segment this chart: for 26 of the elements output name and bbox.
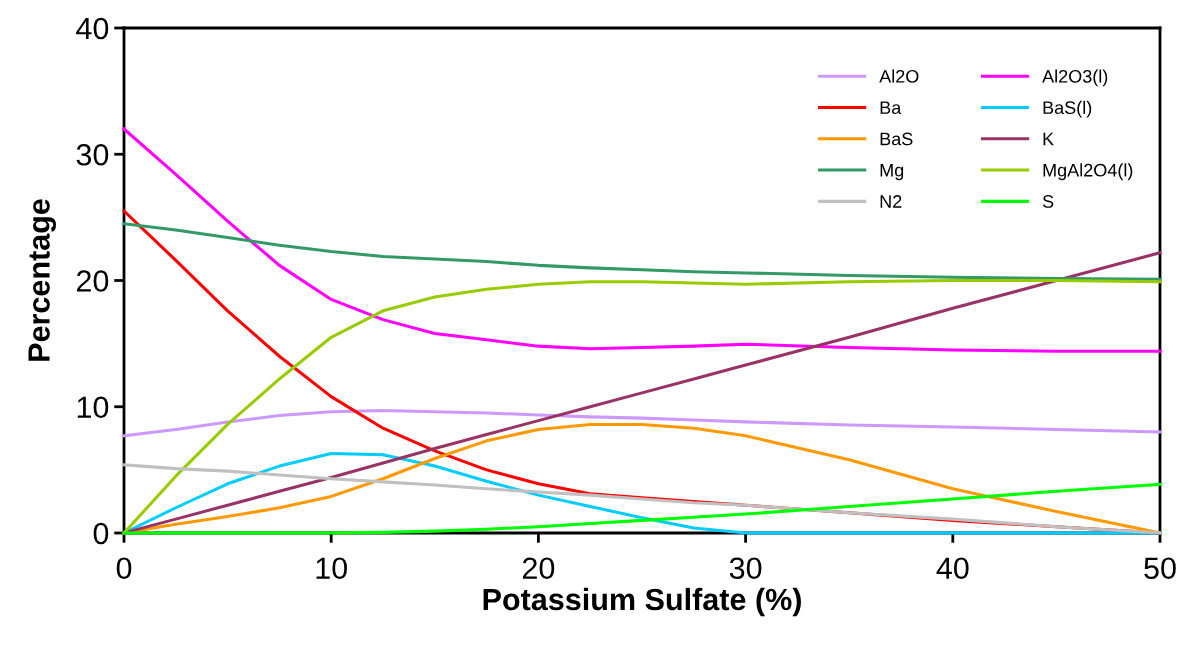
x-tick-label: 40: [936, 557, 969, 580]
line-series: [122, 127, 1162, 353]
y-tick-label: 40: [76, 17, 109, 40]
legend-label: Al2O3(l): [1042, 69, 1108, 87]
y-tick-label: 20: [76, 270, 109, 292]
legend-label: Mg: [880, 163, 904, 181]
legend-label: Ba: [880, 101, 902, 115]
legend-label: Al2O: [879, 69, 919, 83]
y-tick-label: 0: [93, 522, 109, 545]
y-tick-label: 30: [76, 143, 109, 166]
legend-label: MgAl2O4(l): [1043, 163, 1133, 181]
line-series: [122, 222, 1162, 281]
legend-label: BaS: [880, 132, 913, 146]
x-tick-label: 0: [116, 557, 132, 580]
legend-label: N2: [880, 195, 902, 208]
x-tick-label: 50: [1144, 557, 1176, 580]
x-tick-label: 10: [316, 557, 347, 580]
y-tick-label: 10: [77, 396, 109, 419]
legend-label: K: [1043, 132, 1054, 146]
x-axis-title: Potassium Sulfate (%): [483, 587, 801, 617]
y-axis-title: Percentage: [28, 199, 56, 361]
legend-label: BaS(l): [1043, 100, 1092, 118]
line-series: [122, 409, 1162, 438]
x-tick-label: 20: [522, 557, 555, 580]
x-tick-label: 30: [729, 557, 762, 580]
legend-label: S: [1042, 195, 1054, 208]
